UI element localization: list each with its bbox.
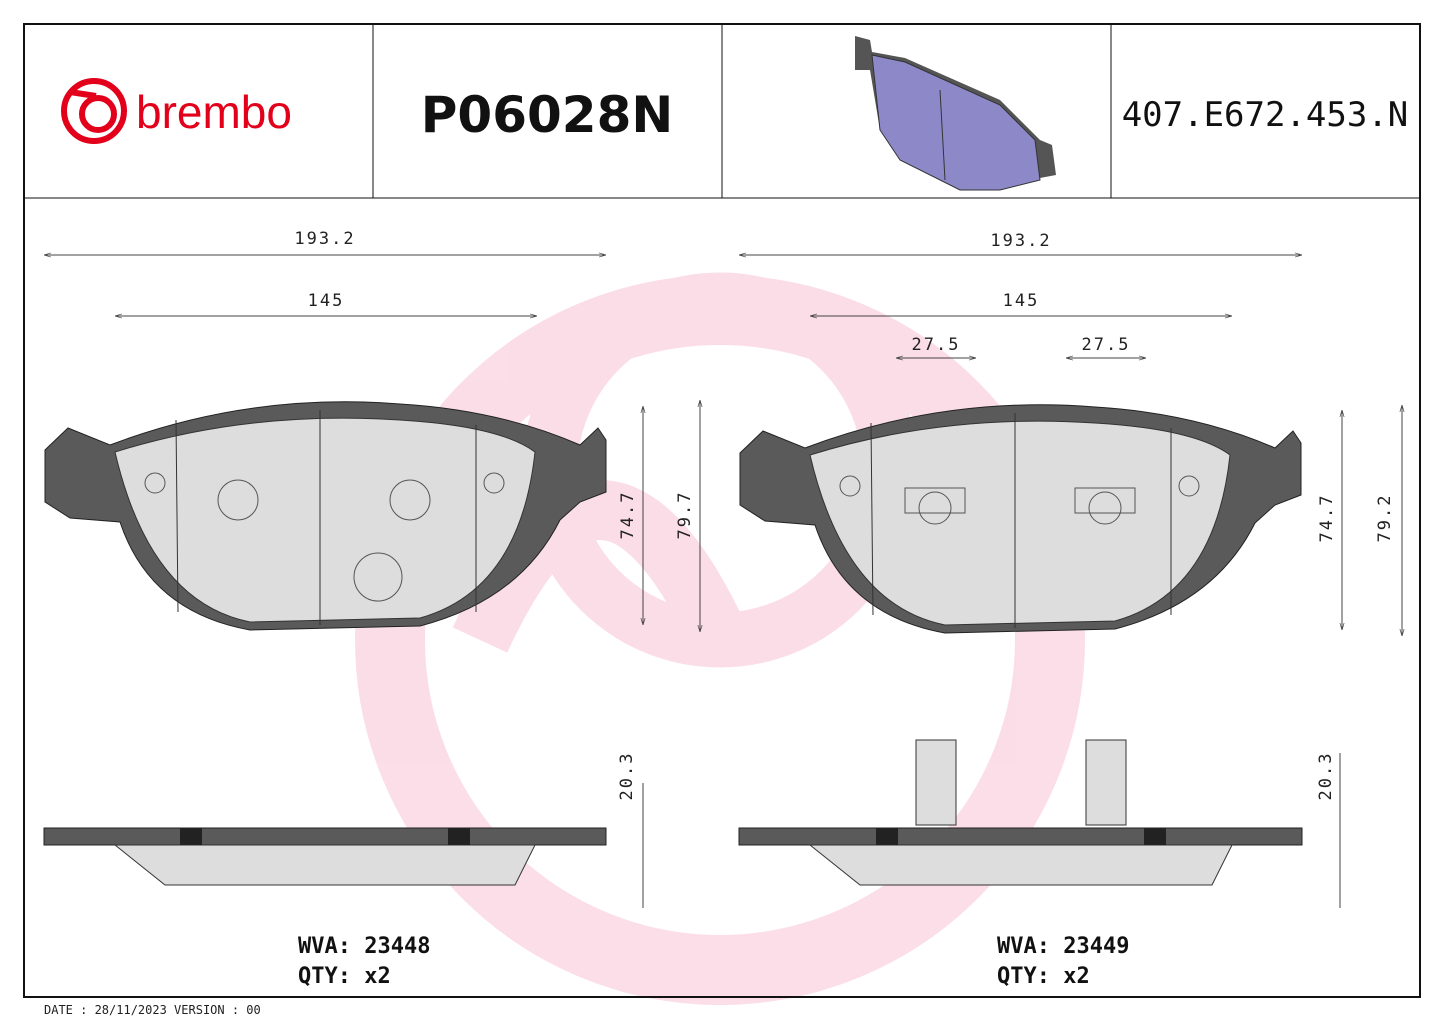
right-side-view xyxy=(738,739,1303,886)
dimension: 20.3 xyxy=(617,752,637,801)
dimension-lines xyxy=(44,255,1402,908)
dimension: 74.7 xyxy=(1317,494,1337,543)
qty: QTY: x2 xyxy=(997,964,1090,989)
dimension: 27.5 xyxy=(1082,335,1131,355)
qty: QTY: x2 xyxy=(298,964,391,989)
left-pad xyxy=(44,401,607,631)
dimension: 193.2 xyxy=(294,229,355,249)
left-side-view xyxy=(43,827,607,886)
dimension: 20.3 xyxy=(1316,752,1336,801)
pad-render xyxy=(855,36,1056,191)
dimension: 145 xyxy=(308,291,345,311)
dimension: 27.5 xyxy=(912,335,961,355)
wva: WVA: 23449 xyxy=(997,934,1129,959)
dimension: 145 xyxy=(1003,291,1040,311)
dimension: 79.7 xyxy=(675,491,695,540)
dimension: 193.2 xyxy=(990,231,1051,251)
brand-logo xyxy=(61,78,127,144)
right-pad xyxy=(739,404,1302,634)
part-number: P06028N xyxy=(421,86,673,144)
code: 407.E672.453.N xyxy=(1122,95,1409,135)
brand: brembo xyxy=(136,86,292,138)
wva: WVA: 23448 xyxy=(298,934,430,959)
dimension: 74.7 xyxy=(618,491,638,540)
footer-date: DATE : 28/11/2023 VERSION : 00 xyxy=(44,1003,261,1017)
dimension: 79.2 xyxy=(1375,494,1395,543)
